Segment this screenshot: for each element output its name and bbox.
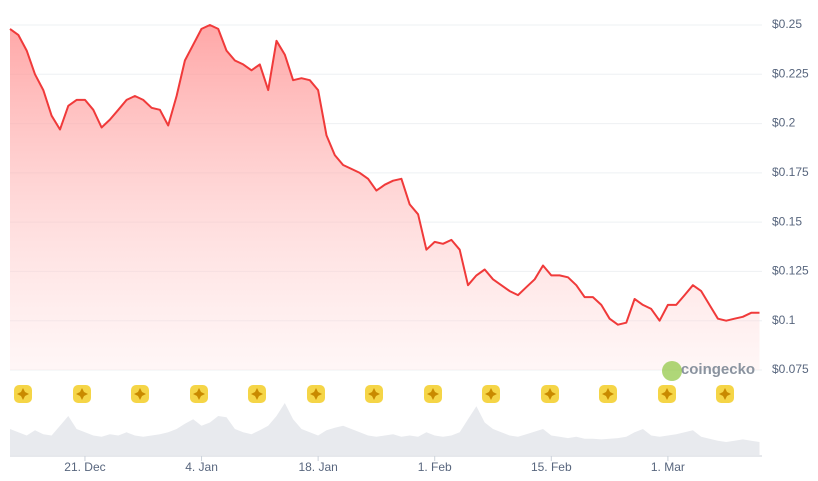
x-tick-label: 1. Feb xyxy=(418,460,452,474)
event-marker-star xyxy=(76,388,88,400)
y-tick-label: $0.2 xyxy=(772,116,796,130)
event-marker-star xyxy=(310,388,322,400)
watermark: coingecko xyxy=(681,361,755,378)
event-marker-star xyxy=(368,388,380,400)
y-tick-label: $0.075 xyxy=(772,362,809,376)
x-tick-label: 18. Jan xyxy=(298,460,337,474)
watermark-logo xyxy=(662,361,682,381)
price-area xyxy=(10,25,760,370)
plot xyxy=(9,24,760,370)
x-tick-label: 15. Feb xyxy=(531,460,572,474)
y-tick-label: $0.1 xyxy=(772,313,796,327)
y-tick-label: $0.25 xyxy=(772,17,802,31)
y-tick-label: $0.225 xyxy=(772,66,809,80)
y-tick-label: $0.175 xyxy=(772,165,809,179)
x-tick-label: 21. Dec xyxy=(64,460,105,474)
volume-area xyxy=(10,403,760,455)
event-marker-star xyxy=(134,388,146,400)
x-tick-label: 1. Mar xyxy=(651,460,685,474)
event-marker-star xyxy=(719,388,731,400)
event-marker-star xyxy=(251,388,263,400)
event-marker-star xyxy=(544,388,556,400)
event-marker-star xyxy=(602,388,614,400)
event-marker-star xyxy=(193,388,205,400)
price-line xyxy=(9,24,760,326)
event-marker-star xyxy=(661,388,673,400)
y-tick-label: $0.125 xyxy=(772,264,809,278)
y-tick-label: $0.15 xyxy=(772,214,802,228)
event-marker-star xyxy=(17,388,29,400)
event-marker-star xyxy=(427,388,439,400)
event-marker-star xyxy=(485,388,497,400)
x-tick-label: 4. Jan xyxy=(185,460,218,474)
